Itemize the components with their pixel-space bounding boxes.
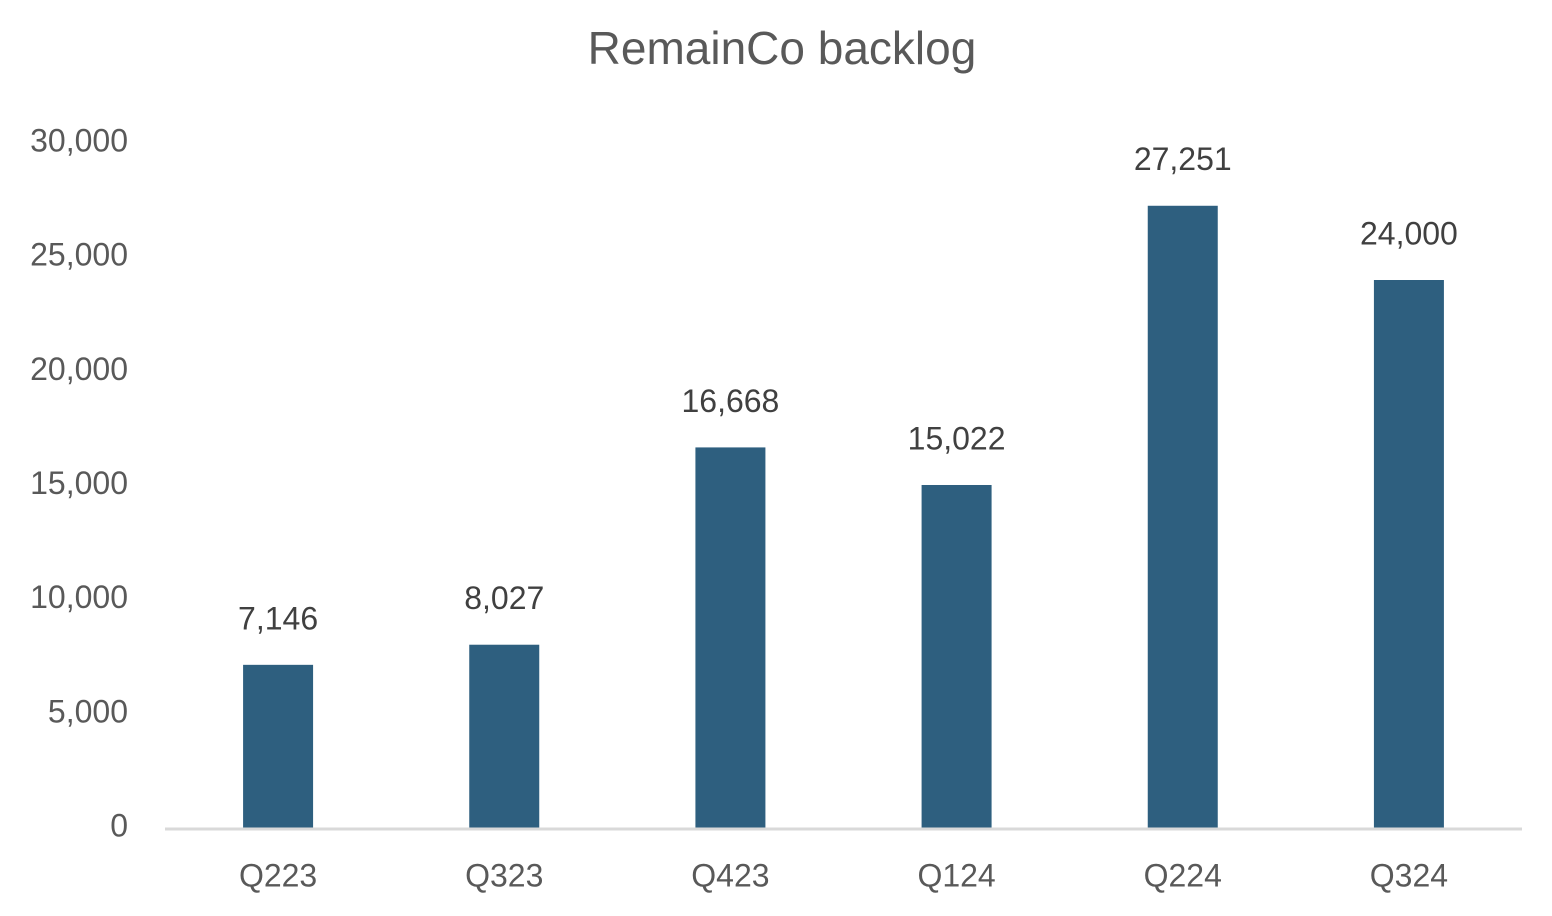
data-label: 7,146 [238,600,318,636]
y-tick-label: 30,000 [30,122,128,158]
data-label: 27,251 [1134,141,1232,177]
bar [1373,280,1444,828]
data-label: 24,000 [1360,215,1458,251]
bar [243,664,314,828]
chart-title: RemainCo backlog [588,22,977,74]
x-tick-label: Q423 [691,857,769,893]
y-tick-label: 20,000 [30,351,128,387]
data-label: 15,022 [908,420,1006,456]
bar [469,644,540,828]
y-tick-label: 15,000 [30,465,128,501]
x-tick-label: Q324 [1370,857,1448,893]
x-tick-label: Q223 [239,857,317,893]
x-tick-label: Q124 [917,857,995,893]
data-label: 8,027 [464,580,544,616]
x-tick-label: Q224 [1144,857,1222,893]
y-tick-label: 5,000 [48,693,128,729]
y-tick-label: 10,000 [30,579,128,615]
bar [921,484,992,828]
y-tick-label: 0 [110,807,128,843]
bar [695,447,766,828]
bar [1147,205,1218,829]
y-tick-label: 25,000 [30,237,128,273]
x-tick-label: Q323 [465,857,543,893]
data-label: 16,668 [681,383,779,419]
